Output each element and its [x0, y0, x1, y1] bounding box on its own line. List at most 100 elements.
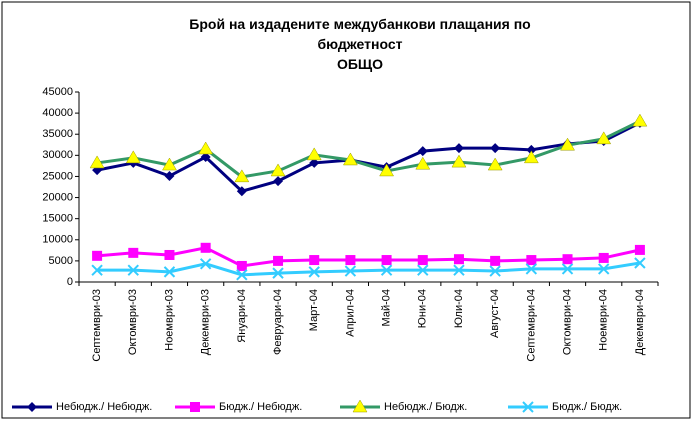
marker: [453, 143, 464, 154]
legend-label: Небюдж./ Небюдж.: [56, 401, 152, 413]
legend-item: Небюдж./ Небюдж.: [12, 401, 152, 413]
marker: [345, 255, 356, 266]
marker: [309, 255, 320, 266]
x-tick-label: Април-04: [344, 289, 356, 337]
marker: [344, 265, 357, 277]
y-tick-label: 20000: [42, 191, 73, 203]
marker: [273, 176, 284, 187]
legend-item: Бюдж./ Небюдж.: [175, 401, 302, 413]
x-tick-label: Ноември-03: [163, 289, 175, 351]
x-tick-label: Януари-04: [236, 289, 248, 343]
marker: [200, 242, 211, 253]
marker: [273, 255, 284, 266]
marker: [490, 255, 501, 266]
marker: [379, 163, 395, 177]
marker: [596, 131, 612, 145]
y-tick-label: 45000: [42, 86, 73, 98]
y-tick-label: 5000: [49, 255, 73, 267]
marker: [272, 267, 284, 279]
chart-title: Брой на издадените междубанкови плащания…: [189, 16, 531, 52]
marker: [490, 143, 501, 154]
y-tick-label: 40000: [42, 107, 73, 119]
marker: [128, 247, 139, 258]
marker: [198, 141, 214, 155]
marker: [417, 146, 428, 157]
y-tick-label: 25000: [42, 170, 73, 182]
y-tick-label: 30000: [42, 149, 73, 161]
marker: [306, 147, 322, 161]
marker: [162, 157, 177, 171]
marker: [234, 169, 250, 183]
marker: [526, 255, 537, 266]
x-tick-label: Август-04: [489, 289, 501, 338]
marker: [270, 163, 286, 177]
x-tick-label: Септември-04: [525, 289, 537, 362]
x-tick-label: Декември-04: [634, 289, 646, 355]
x-tick-label: Октомври-03: [127, 289, 139, 355]
marker: [125, 150, 141, 164]
y-tick-label: 10000: [42, 234, 73, 246]
x-tick-label: Септември-03: [91, 289, 103, 362]
marker: [598, 263, 610, 275]
marker: [634, 244, 645, 255]
marker: [163, 266, 176, 278]
legend-marker: [190, 402, 200, 412]
marker: [308, 266, 320, 278]
legend-label: Бюдж./ Бюдж.: [552, 401, 622, 413]
marker: [415, 156, 431, 170]
marker: [309, 157, 320, 168]
x-tick-label: Декември-03: [200, 289, 212, 355]
marker: [525, 263, 538, 275]
marker: [634, 257, 646, 269]
y-tick-label: 15000: [42, 213, 73, 225]
marker: [561, 263, 574, 275]
x-tick-label: Май-04: [381, 289, 393, 326]
marker: [489, 265, 501, 277]
legend-label: Бюдж./ Небюдж.: [219, 401, 302, 413]
marker: [451, 154, 467, 168]
marker: [199, 258, 212, 270]
legend-label: Небюдж./ Бюдж.: [384, 401, 467, 413]
x-tick-label: Юли-04: [453, 289, 465, 328]
legend-item: Бюдж./ Бюдж.: [508, 401, 622, 413]
x-tick-label: Юни-04: [417, 289, 429, 328]
series-line: [96, 246, 641, 268]
x-tick-label: Март-04: [308, 289, 320, 331]
legend-marker: [522, 401, 534, 413]
marker: [236, 186, 247, 197]
marker: [453, 254, 464, 265]
marker: [342, 152, 358, 166]
x-tick-label: Февруари-04: [272, 289, 284, 355]
title-block: Брой на издадените междубанкови плащания…: [180, 14, 540, 74]
marker: [89, 155, 105, 169]
marker: [164, 249, 175, 260]
marker: [381, 255, 392, 266]
marker: [164, 171, 175, 182]
marker: [560, 137, 575, 151]
marker: [417, 264, 429, 276]
x-tick-label: Ноември-04: [598, 289, 610, 351]
marker: [236, 269, 248, 281]
marker: [417, 255, 428, 266]
series-line: [96, 121, 641, 193]
legend-marker: [352, 399, 368, 413]
chart-subtitle: ОБЩО: [336, 56, 384, 72]
series-line: [96, 119, 641, 179]
marker: [200, 152, 211, 163]
x-tick-label: Октомври-04: [561, 289, 573, 355]
marker: [487, 157, 503, 171]
marker: [562, 254, 573, 265]
y-tick-label: 35000: [42, 128, 73, 140]
series-line: [97, 261, 641, 277]
marker: [632, 113, 648, 127]
marker: [453, 264, 465, 276]
marker: [92, 250, 103, 261]
legend-marker: [27, 402, 37, 412]
y-tick-label: 0: [67, 276, 73, 288]
legend-item: Небюдж./ Бюдж.: [340, 399, 467, 413]
marker: [526, 144, 537, 155]
marker: [380, 264, 393, 276]
